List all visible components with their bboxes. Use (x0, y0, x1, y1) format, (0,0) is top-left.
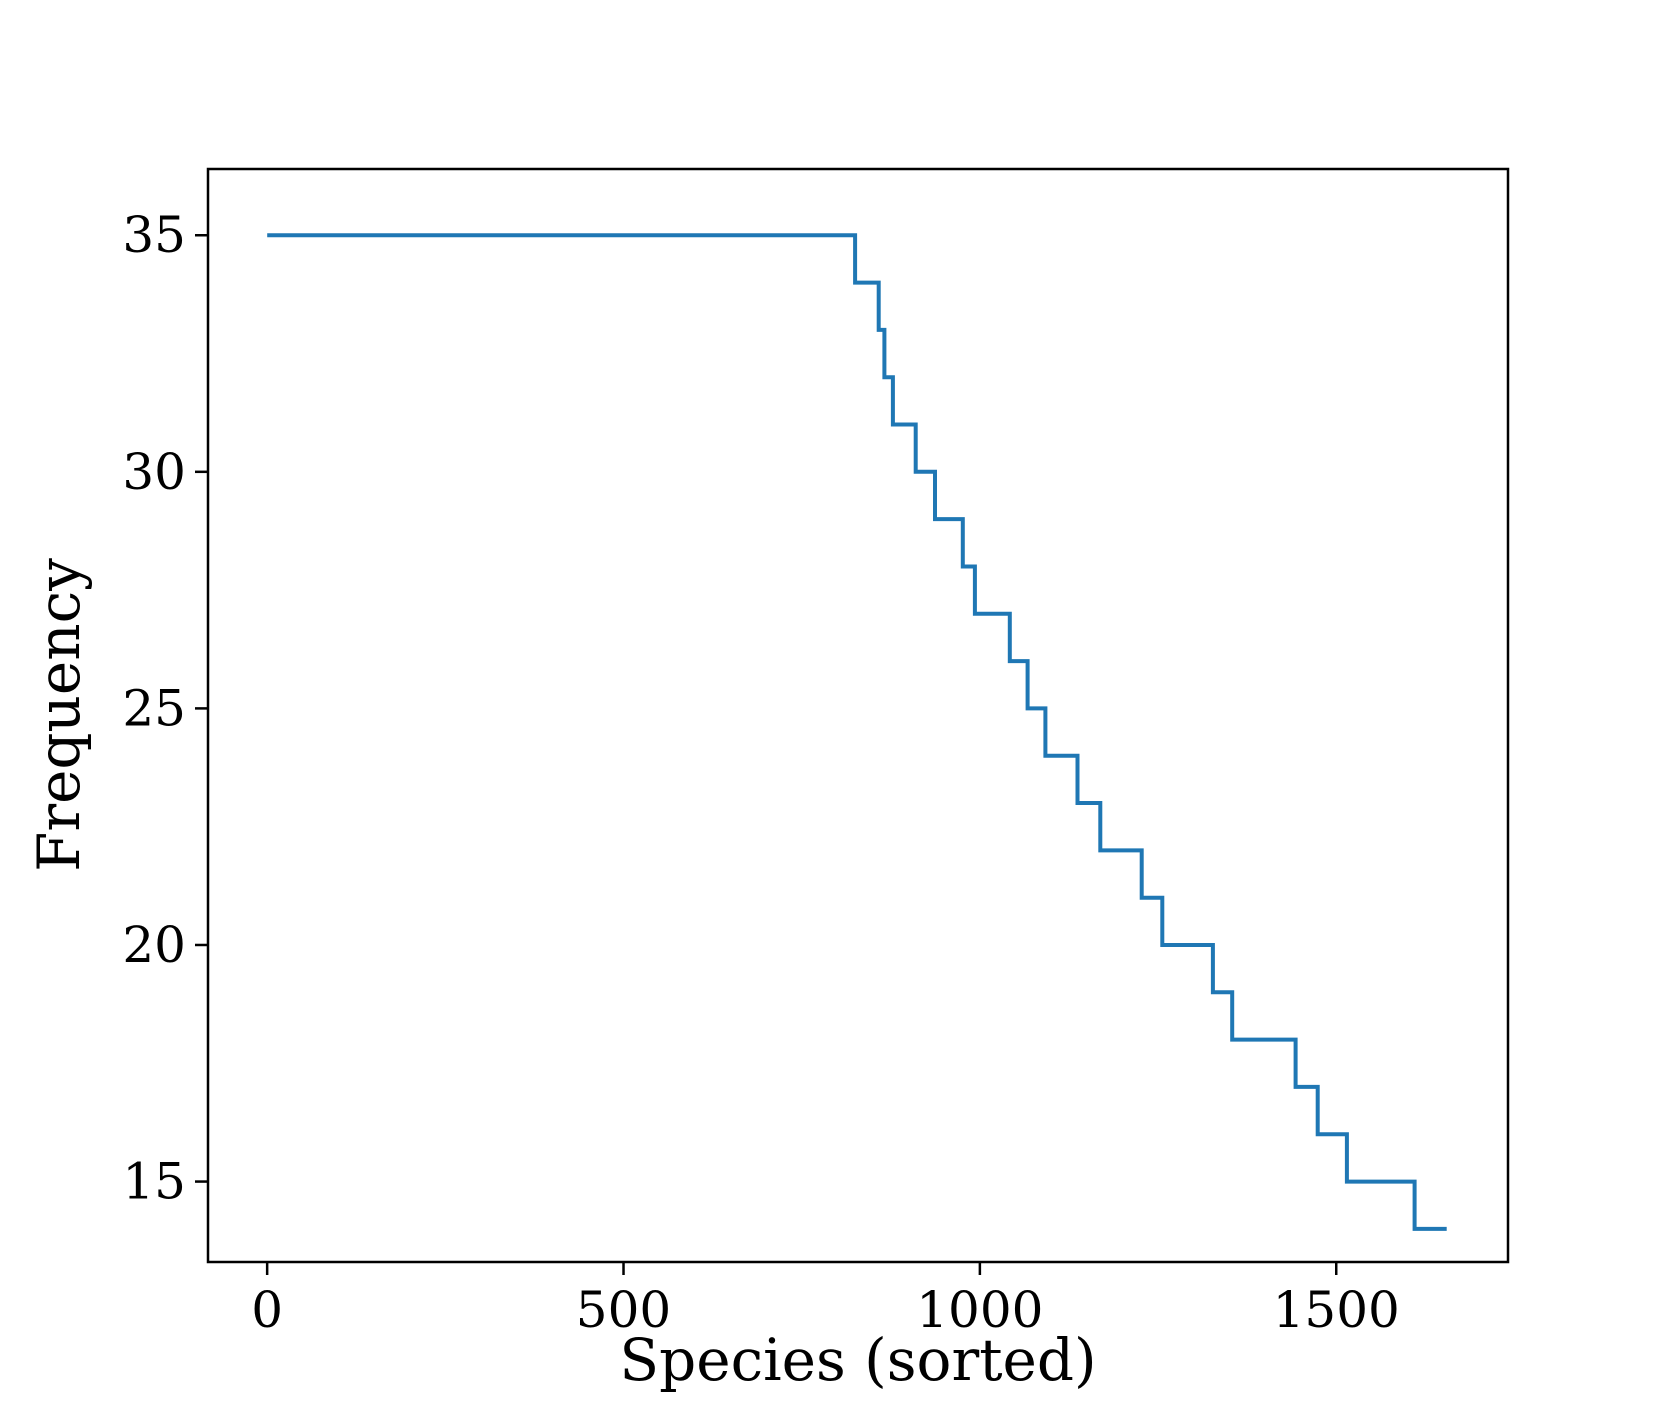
x-tick-label: 1500 (1273, 1281, 1400, 1339)
y-axis-ticks: 15 20 25 30 35 (122, 206, 208, 1211)
x-tick-label: 0 (251, 1281, 283, 1339)
x-tick-label: 1000 (916, 1281, 1043, 1339)
plot-layer (267, 233, 1447, 1231)
y-axis-label: Frequency (25, 558, 93, 872)
series-line-0 (267, 233, 1447, 1231)
y-tick-label: 30 (122, 443, 186, 501)
y-tick-label: 15 (122, 1153, 186, 1211)
y-tick-label: 20 (122, 916, 186, 974)
plot-frame (206, 167, 1510, 1264)
x-tick-label: 500 (576, 1281, 671, 1339)
y-tick-label: 35 (122, 206, 186, 264)
x-axis-ticks: 0 500 1000 1500 (251, 1262, 1400, 1339)
y-tick-label: 25 (122, 679, 186, 737)
x-axis-label: Species (sorted) (619, 1326, 1096, 1394)
